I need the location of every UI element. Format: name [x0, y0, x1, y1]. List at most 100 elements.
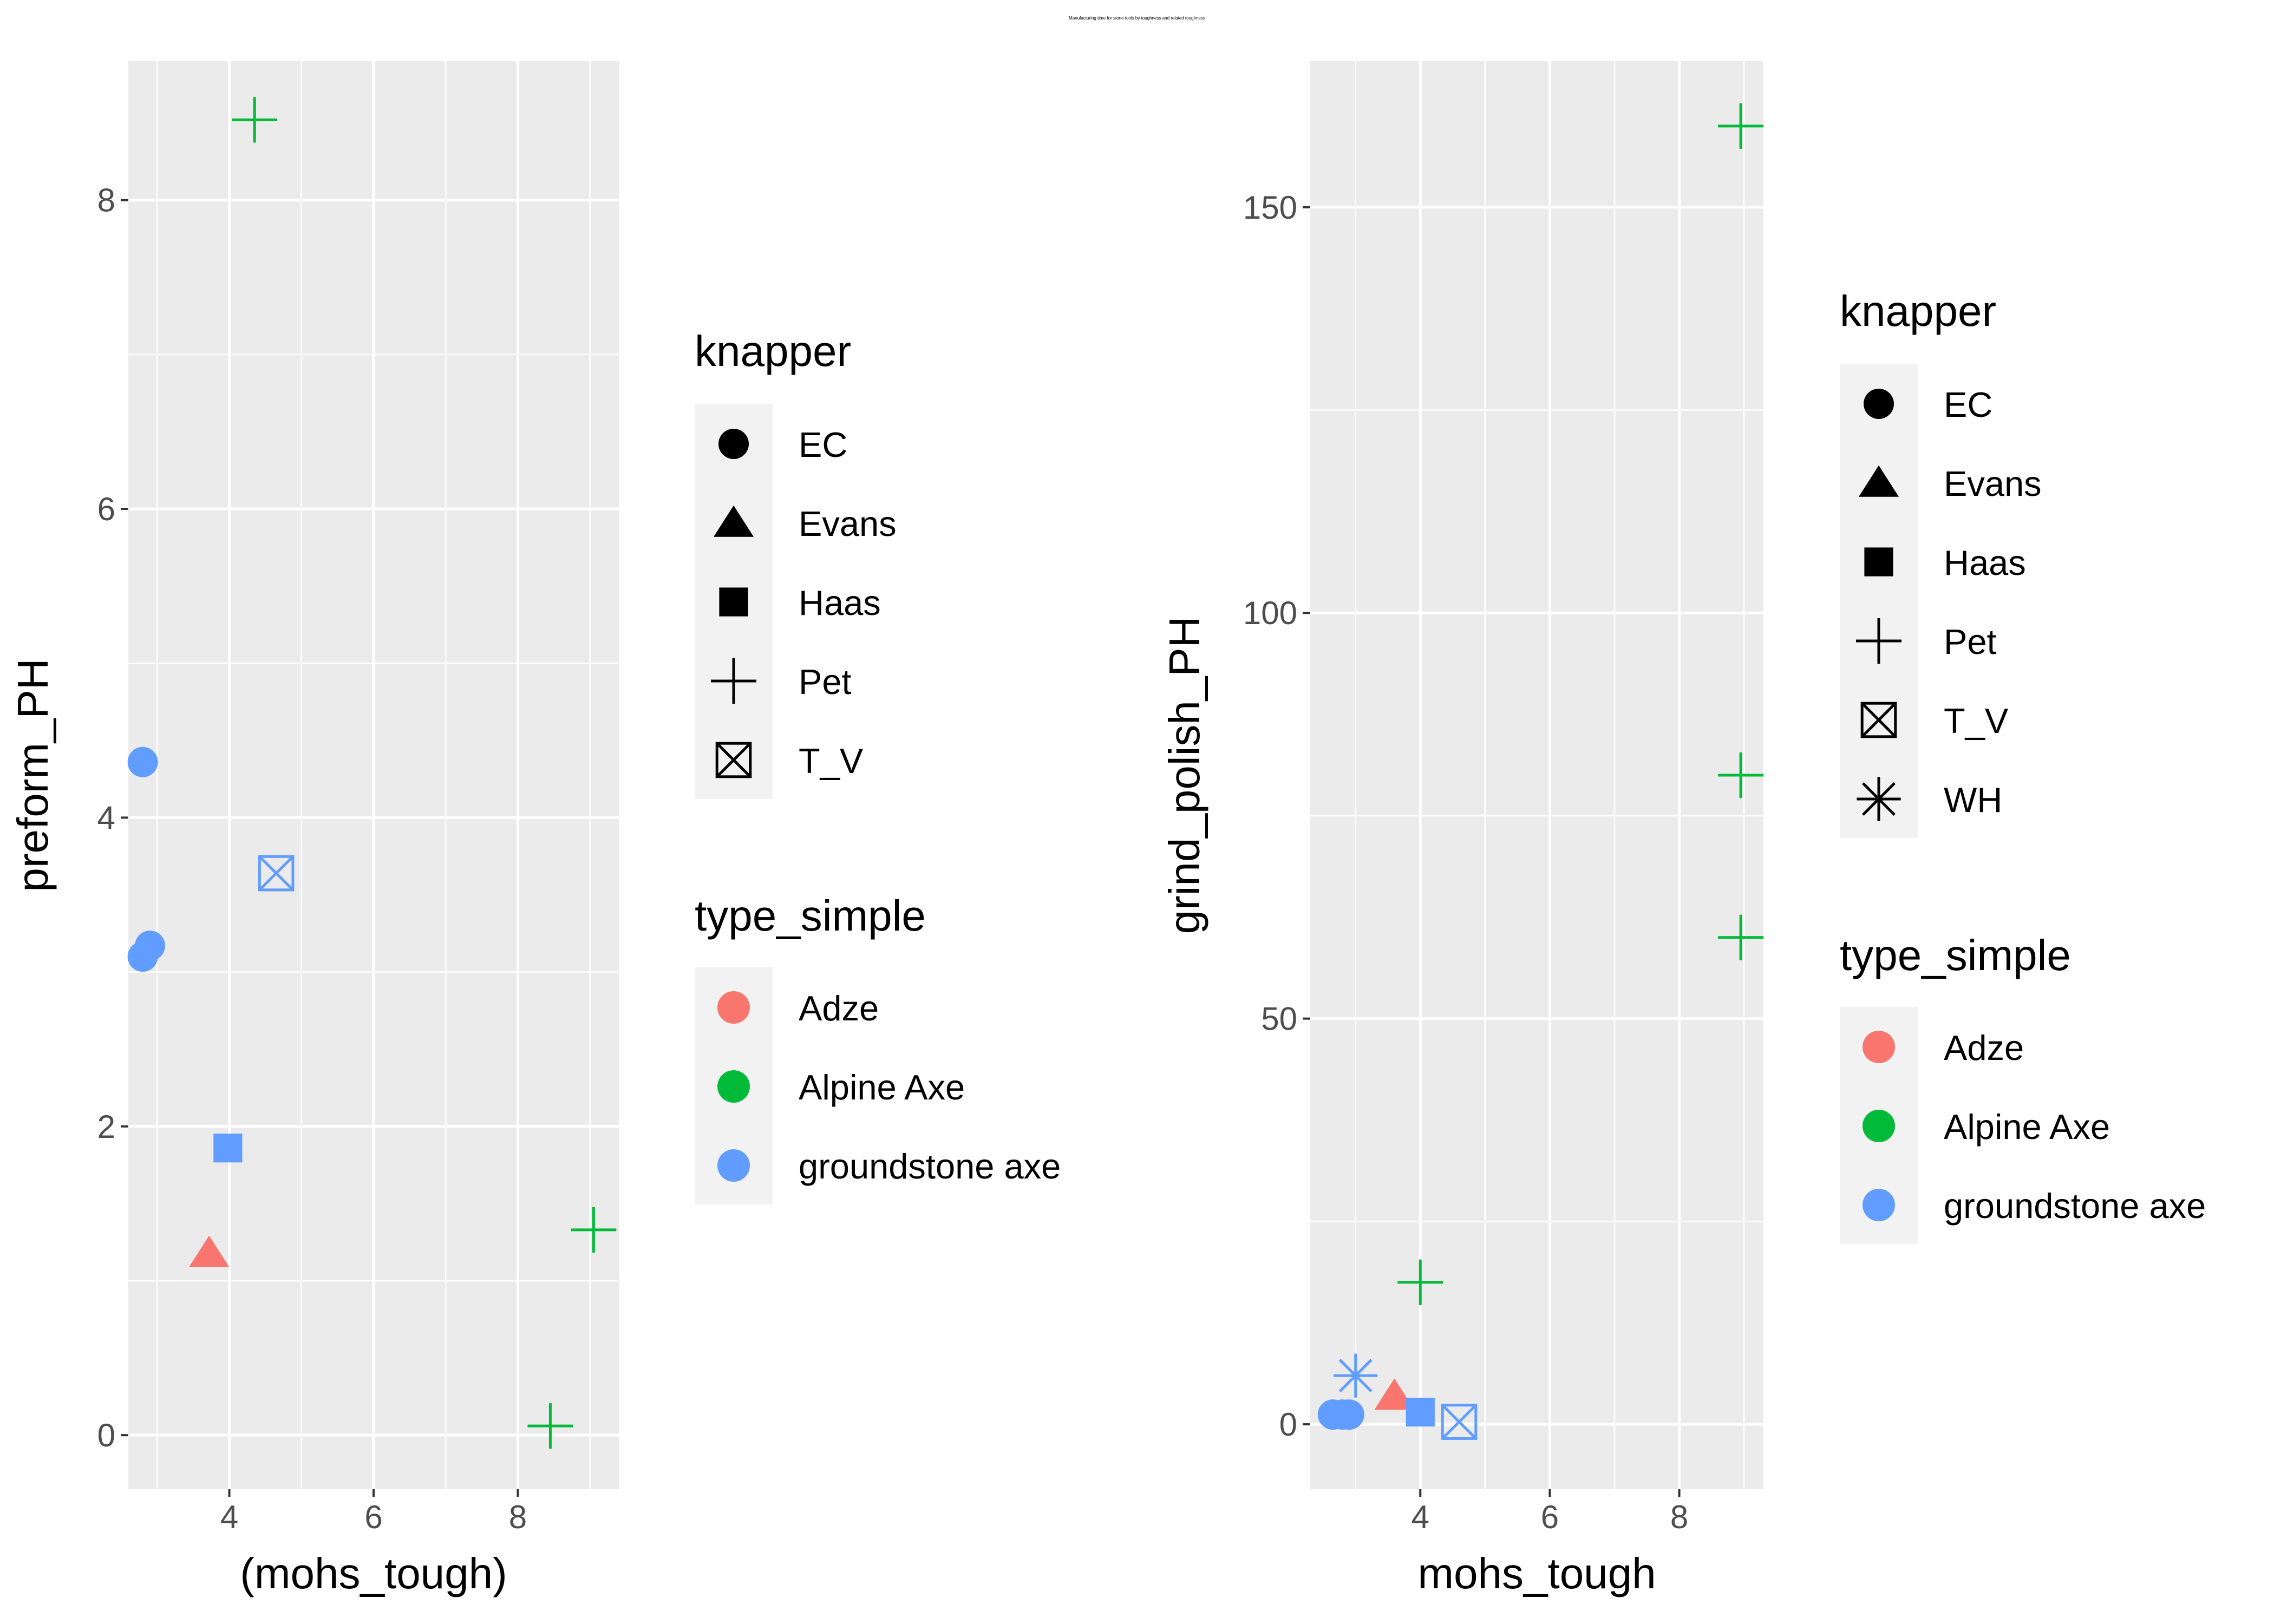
data-point-shape: [1718, 914, 1764, 960]
figure-title: Manufacturing time for stone tools by to…: [1069, 16, 1205, 21]
data-point: [1397, 1259, 1443, 1305]
plot-panel-background: [1310, 61, 1763, 1489]
data-point-box: [1441, 1404, 1478, 1440]
legend-key-Haas-shape: [719, 587, 748, 617]
legend-title: knapper: [695, 327, 851, 375]
data-point: [1406, 1398, 1435, 1427]
data-point-shape: [127, 746, 158, 777]
legend-key-Alpine-Axe: [717, 1070, 750, 1103]
legend-key-T_V: [1860, 702, 1897, 738]
data-point-cross: [258, 855, 294, 891]
legend-knapper: knapper EC Evans Haas Pet T_V: [695, 327, 897, 799]
data-point: [213, 1134, 243, 1163]
data-point: [527, 1403, 573, 1449]
plots-layer: 4 6 802468(mohs_tough)preform_PHknapperECE…: [9, 61, 2206, 1597]
legend-key-background: [1840, 364, 1918, 838]
legend-label: Adze: [1944, 1028, 2024, 1068]
legend-key-groundstone-axe: [717, 1149, 750, 1182]
y-tick-label: 6: [97, 491, 115, 527]
data-point-shape: [1334, 1353, 1378, 1398]
chart-panel-2: 4 6 8 0 50 100 150 mohs_tough grind_polish_PH kna…: [1160, 61, 2206, 1597]
x-tick-label: 4: [1412, 1499, 1429, 1535]
data-point: [232, 97, 278, 143]
legend-key-EC: [1864, 389, 1894, 419]
legend-label: groundstone axe: [799, 1147, 1061, 1186]
y-tick-label: 2: [97, 1109, 115, 1145]
data-point-shape: [571, 1207, 617, 1253]
data-point: [1334, 1399, 1364, 1430]
legend-label: EC: [1944, 385, 1992, 424]
legend-label: Alpine Axe: [799, 1068, 965, 1107]
data-point: [571, 1207, 617, 1253]
legend-label: T_V: [799, 741, 864, 781]
data-point-shape: [1718, 103, 1764, 149]
x-tick-label: 8: [1670, 1499, 1688, 1535]
data-point-shape: [232, 97, 278, 143]
data-point: [1718, 914, 1764, 960]
legend-type-simple: type_simple Adze Alpine Axe groundstone axe: [1840, 931, 2206, 1244]
x-tick-label: 6: [364, 1499, 382, 1535]
y-tick-label: 150: [1243, 189, 1297, 226]
x-tick-label: 6: [1541, 1499, 1559, 1535]
legend-key-T_V-box: [1860, 702, 1897, 738]
legend-label: Evans: [1944, 464, 2042, 503]
legend-key-Evans: [1858, 465, 1899, 497]
legend-label: Pet: [799, 662, 852, 702]
legend-key-EC-shape: [1864, 389, 1894, 419]
legend-key-Evans: [713, 505, 754, 537]
data-point: [127, 941, 158, 972]
data-point: [189, 1235, 230, 1267]
y-tick-label: 0: [97, 1417, 115, 1453]
legend-key-Adze: [717, 991, 750, 1024]
legend-key-WH-shape: [1857, 777, 1901, 821]
legend-label: T_V: [1944, 701, 2009, 741]
y-axis-title: preform_PH: [9, 658, 57, 892]
data-point: [1718, 103, 1764, 149]
legend-label: groundstone axe: [1944, 1186, 2206, 1226]
legend-label: WH: [1944, 780, 2002, 820]
legend-key-T_V-cross: [716, 742, 752, 778]
legend-key-T_V: [715, 742, 752, 778]
x-axis-title: mohs_tough: [1417, 1549, 1656, 1597]
y-tick-label: 8: [97, 182, 115, 219]
legend-key-Adze: [1863, 1031, 1895, 1063]
legend-knapper: knapper EC Evans Haas Pet T_V WH: [1840, 287, 2042, 838]
data-point-shape: [527, 1403, 573, 1449]
legend-label: Haas: [799, 583, 881, 623]
data-point: [258, 855, 295, 892]
data-point-box: [258, 855, 295, 892]
legend-title: knapper: [1840, 287, 1996, 335]
legend-label: Pet: [1944, 622, 1997, 662]
data-point-shape: [127, 941, 158, 972]
data-point-shape: [1334, 1399, 1364, 1430]
legend-label: Evans: [799, 504, 897, 543]
legend-key-Evans-shape: [1858, 465, 1899, 497]
legend-key-Haas: [1864, 547, 1893, 577]
data-point-shape: [1374, 1378, 1415, 1410]
data-point-shape: [213, 1134, 243, 1163]
y-axis-title: grind_polish_PH: [1160, 616, 1208, 934]
chart-panel-1: 4 6 802468(mohs_tough)preform_PHknapperECE…: [9, 61, 1061, 1597]
data-point: [1441, 1404, 1478, 1440]
legend-key-Pet: [1856, 618, 1901, 664]
legend-key-Pet-shape: [1856, 618, 1901, 664]
legend-key-EC: [718, 429, 749, 459]
legend-key-Pet: [711, 658, 756, 704]
legend-key-T_V-cross: [1861, 702, 1897, 738]
data-point-shape: [1718, 752, 1764, 798]
legend-label: Adze: [799, 988, 879, 1028]
legend-title: type_simple: [1840, 931, 2071, 979]
data-point-shape: [189, 1235, 230, 1267]
legend-key-WH: [1857, 777, 1901, 821]
legend-key-Alpine-Axe: [1863, 1110, 1895, 1142]
legend-title: type_simple: [695, 892, 926, 940]
x-tick-label: 8: [509, 1499, 527, 1535]
data-point-shape: [1406, 1398, 1435, 1427]
legend-label: EC: [799, 425, 847, 464]
data-point-shape: [1397, 1259, 1443, 1305]
legend-key-T_V-box: [715, 742, 752, 778]
y-tick-label: 0: [1279, 1406, 1297, 1443]
legend-label: Haas: [1944, 543, 2026, 582]
data-point: [1374, 1378, 1415, 1410]
legend-key-groundstone-axe: [1863, 1189, 1895, 1221]
